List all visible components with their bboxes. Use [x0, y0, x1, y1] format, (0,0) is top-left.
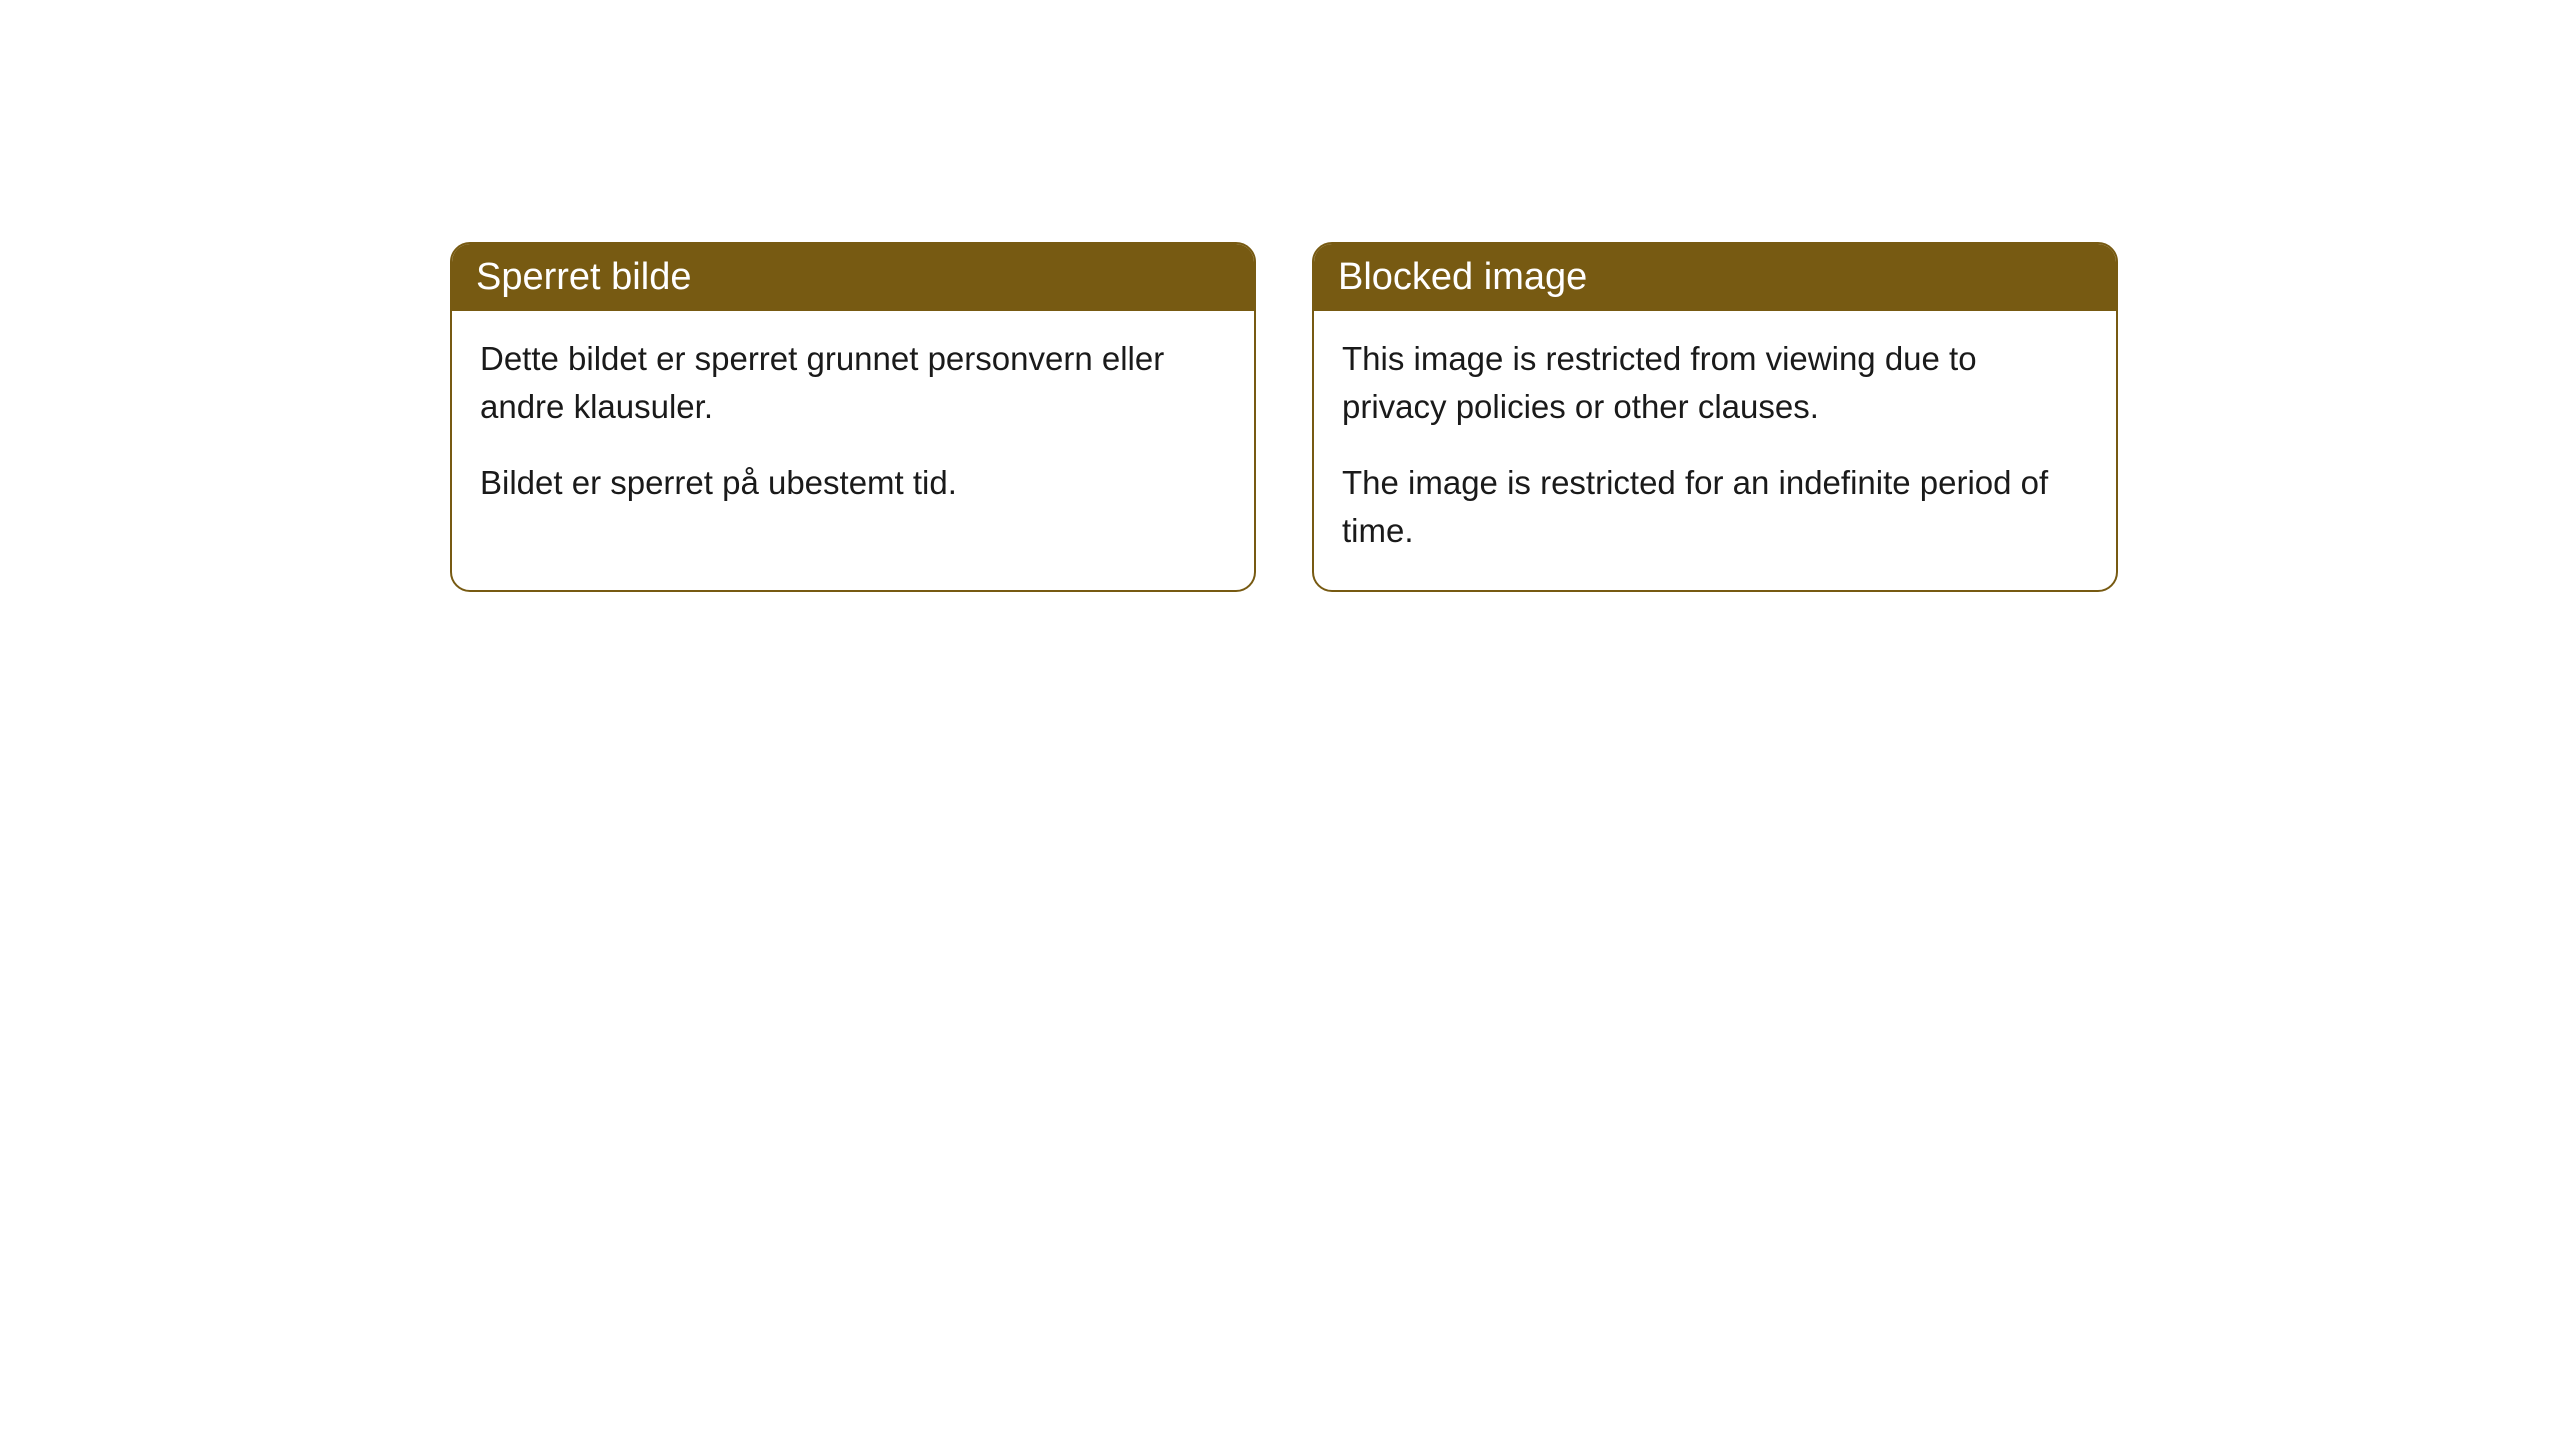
card-paragraph-en-2: The image is restricted for an indefinit…	[1342, 459, 2088, 555]
blocked-image-card-nb: Sperret bilde Dette bildet er sperret gr…	[450, 242, 1256, 592]
card-body-en: This image is restricted from viewing du…	[1314, 311, 2116, 590]
cards-container: Sperret bilde Dette bildet er sperret gr…	[0, 0, 2560, 592]
card-header-nb: Sperret bilde	[452, 244, 1254, 311]
card-header-en: Blocked image	[1314, 244, 2116, 311]
card-paragraph-nb-2: Bildet er sperret på ubestemt tid.	[480, 459, 1226, 507]
card-paragraph-nb-1: Dette bildet er sperret grunnet personve…	[480, 335, 1226, 431]
blocked-image-card-en: Blocked image This image is restricted f…	[1312, 242, 2118, 592]
card-body-nb: Dette bildet er sperret grunnet personve…	[452, 311, 1254, 543]
card-paragraph-en-1: This image is restricted from viewing du…	[1342, 335, 2088, 431]
